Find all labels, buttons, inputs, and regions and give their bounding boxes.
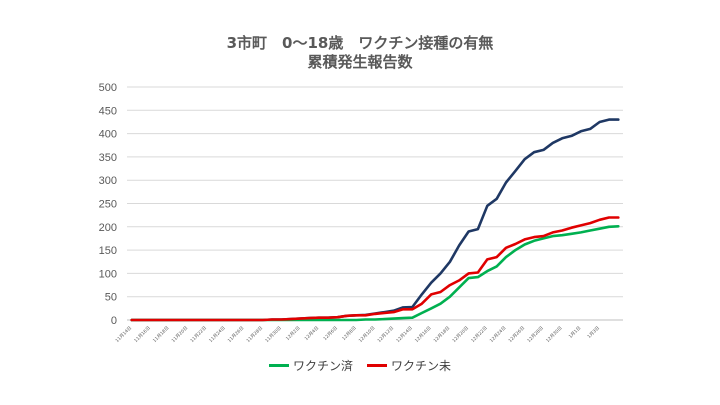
y-tick-label: 150: [99, 245, 117, 257]
x-tick-label: 11月22日: [189, 325, 208, 344]
y-tick-label: 250: [99, 199, 117, 211]
x-tick-label: 12月24日: [489, 325, 508, 344]
legend-swatch-unvaccinated: [367, 364, 387, 367]
y-tick-label: 350: [99, 152, 117, 164]
x-tick-label: 1月1日: [568, 325, 583, 340]
x-tick-label: 12月4日: [304, 325, 321, 342]
x-tick-label: 12月12日: [376, 325, 395, 344]
x-tick-label: 12月28日: [526, 325, 545, 344]
x-tick-label: 12月30日: [545, 325, 564, 344]
y-tick-label: 450: [99, 105, 117, 117]
chart-title: 3市町 0～18歳 ワクチン接種の有無: [226, 34, 494, 52]
y-tick-label: 0: [111, 315, 117, 327]
x-tick-label: 11月28日: [245, 325, 264, 344]
x-tick-label: 12月2日: [285, 325, 302, 342]
x-tick-label: 11月24日: [208, 325, 227, 344]
x-tick-label: 11月30日: [264, 325, 283, 344]
legend-item-vaccinated: ワクチン済: [268, 357, 353, 374]
series-line-unvaccinated: [130, 216, 620, 322]
legend-item-unvaccinated: ワクチン未: [367, 357, 451, 374]
x-tick-label: 12月16日: [414, 325, 433, 344]
y-tick-label: 200: [99, 222, 117, 234]
x-tick-label: 11月16日: [133, 325, 152, 344]
x-tick-label: 12月20日: [451, 325, 470, 344]
y-tick-label: 400: [99, 129, 117, 141]
y-tick-label: 300: [99, 175, 117, 187]
x-tick-label: 12月6日: [322, 325, 339, 342]
x-tick-label: 12月8日: [341, 325, 358, 342]
x-tick-label: 11月18日: [152, 325, 171, 344]
legend-label-vaccinated: ワクチン済: [292, 359, 353, 373]
y-tick-label: 50: [105, 292, 117, 304]
legend-swatch-vaccinated: [268, 364, 289, 367]
x-tick-label: 11月20日: [171, 325, 190, 344]
legend: ワクチン済 ワクチン未: [0, 357, 720, 374]
x-tick-label: 11月26日: [227, 325, 246, 344]
x-tick-label: 12月18日: [433, 325, 452, 344]
y-tick-label: 500: [99, 82, 117, 94]
series-line-total: [130, 118, 620, 322]
x-tick-label: 12月22日: [470, 325, 489, 344]
x-tick-label: 1月3日: [586, 325, 601, 340]
x-tick-label: 12月14日: [395, 325, 414, 344]
legend-label-unvaccinated: ワクチン未: [391, 359, 452, 373]
chart-subtitle: 累積発生報告数: [307, 53, 413, 71]
x-tick-label: 12月10日: [358, 325, 377, 344]
x-tick-label: 12月26日: [507, 325, 526, 344]
y-tick-label: 100: [99, 268, 117, 280]
x-tick-label: 11月14日: [114, 325, 133, 344]
